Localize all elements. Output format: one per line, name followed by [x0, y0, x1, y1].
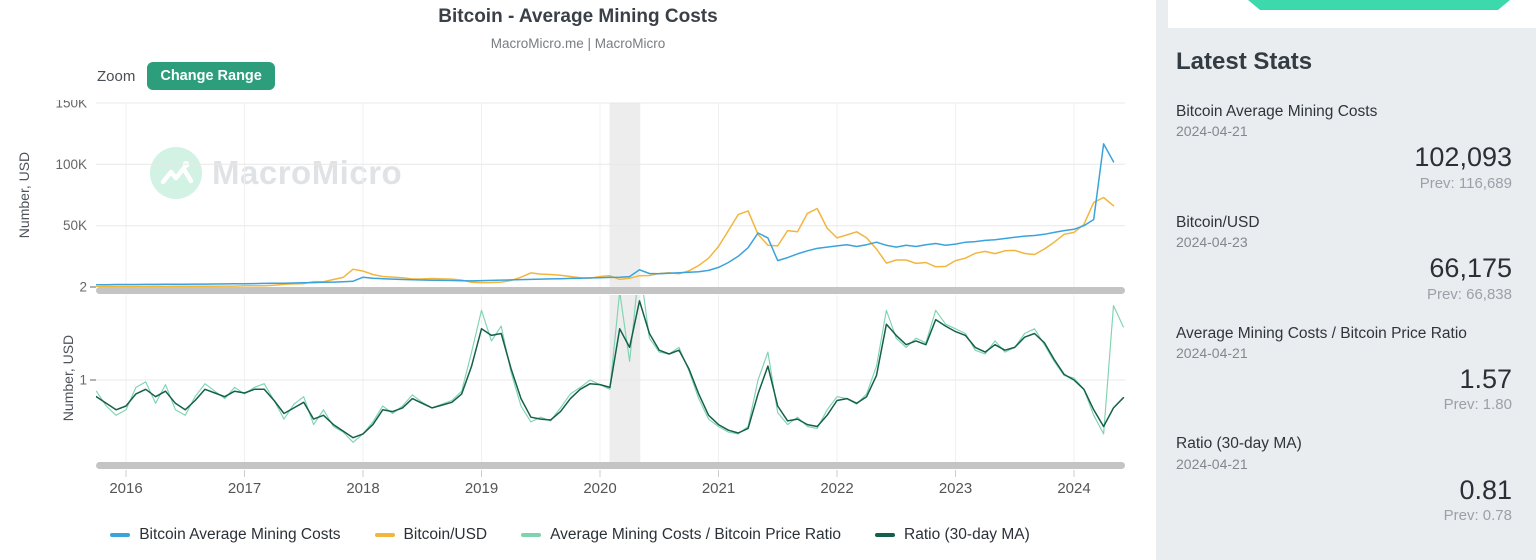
panel-top-strip	[1168, 0, 1536, 28]
chart-scrollbar[interactable]	[96, 287, 1125, 294]
latest-stats-panel: Latest Stats Bitcoin Average Mining Cost…	[1156, 0, 1536, 560]
chart-source-subtitle: MacroMicro.me | MacroMicro	[490, 36, 666, 51]
legend-marker-mining-costs	[110, 533, 131, 537]
x-tick-label: 2017	[228, 480, 261, 497]
x-tick-label: 2023	[939, 480, 972, 497]
stat-item-ratio: Average Mining Costs / Bitcoin Price Rat…	[1176, 324, 1512, 414]
y-tick-label: 2	[79, 280, 87, 295]
latest-stats-heading: Latest Stats	[1176, 48, 1313, 75]
chart-legend: Bitcoin Average Mining Costs Bitcoin/USD…	[0, 526, 1140, 544]
chart-scrollbar[interactable]	[96, 462, 1125, 469]
legend-item-mining-costs[interactable]: Bitcoin Average Mining Costs	[110, 526, 341, 544]
x-tick-label: 2016	[109, 480, 142, 497]
banner-shape	[1248, 0, 1510, 10]
x-tick-label: 2018	[346, 480, 379, 497]
zoom-label: Zoom	[97, 67, 136, 85]
x-tick-label: 2019	[465, 480, 498, 497]
stat-prev: Prev: 1.80	[1443, 396, 1512, 414]
legend-marker-bitcoin-usd	[374, 533, 395, 537]
legend-item-ratio[interactable]: Average Mining Costs / Bitcoin Price Rat…	[521, 526, 841, 544]
x-tick-label: 2021	[702, 480, 735, 497]
stat-value: 1.57	[1459, 363, 1512, 394]
x-tick-label: 2024	[1057, 480, 1090, 497]
change-range-button[interactable]: Change Range	[147, 62, 275, 90]
y-tick-label: 100K	[55, 157, 87, 172]
legend-marker-ratio-ma	[875, 533, 896, 537]
stat-item-mining-costs: Bitcoin Average Mining Costs 2024-04-21 …	[1176, 103, 1512, 192]
series-line	[96, 295, 1124, 443]
y-tick-label: 1	[79, 373, 87, 388]
chart-section: Bitcoin - Average Mining Costs MacroMicr…	[0, 0, 1156, 544]
stat-item-ratio-ma: Ratio (30-day MA) 2024-04-21 0.81 Prev: …	[1176, 435, 1512, 525]
legend-item-ratio-ma[interactable]: Ratio (30-day MA)	[875, 526, 1030, 544]
series-line	[96, 143, 1115, 286]
mining-costs-chart-plot[interactable]: 2016 2017 2018 2019 2020 2021 2022 2023 2024 50K 1…	[0, 100, 1156, 505]
legend-item-bitcoin-usd[interactable]: Bitcoin/USD	[374, 526, 487, 544]
recession-band	[609, 103, 641, 287]
stat-prev: Prev: 0.78	[1443, 507, 1512, 525]
stat-value: 102,093	[1414, 142, 1512, 173]
y-tick-label: 50K	[63, 218, 87, 233]
stat-value: 0.81	[1459, 474, 1512, 505]
latest-stats-body: Latest Stats Bitcoin Average Mining Cost…	[1156, 28, 1536, 545]
zoom-toolbar: Zoom Change Range	[97, 62, 275, 90]
stat-prev: Prev: 66,838	[1426, 285, 1512, 303]
y-tick-label: 150K	[55, 100, 87, 111]
stat-value: 66,175	[1429, 253, 1512, 284]
x-tick-label: 2020	[583, 480, 616, 497]
page-title: Bitcoin - Average Mining Costs	[438, 6, 718, 27]
x-tick-label: 2022	[820, 480, 853, 497]
stat-prev: Prev: 116,689	[1419, 174, 1512, 192]
series-line	[96, 300, 1125, 439]
series-line	[96, 196, 1115, 287]
stat-item-bitcoin-usd: Bitcoin/USD 2024-04-23 66,175 Prev: 66,8…	[1176, 213, 1512, 303]
legend-marker-ratio	[521, 533, 542, 537]
chart-header: Bitcoin - Average Mining Costs MacroMicr…	[0, 0, 1156, 51]
